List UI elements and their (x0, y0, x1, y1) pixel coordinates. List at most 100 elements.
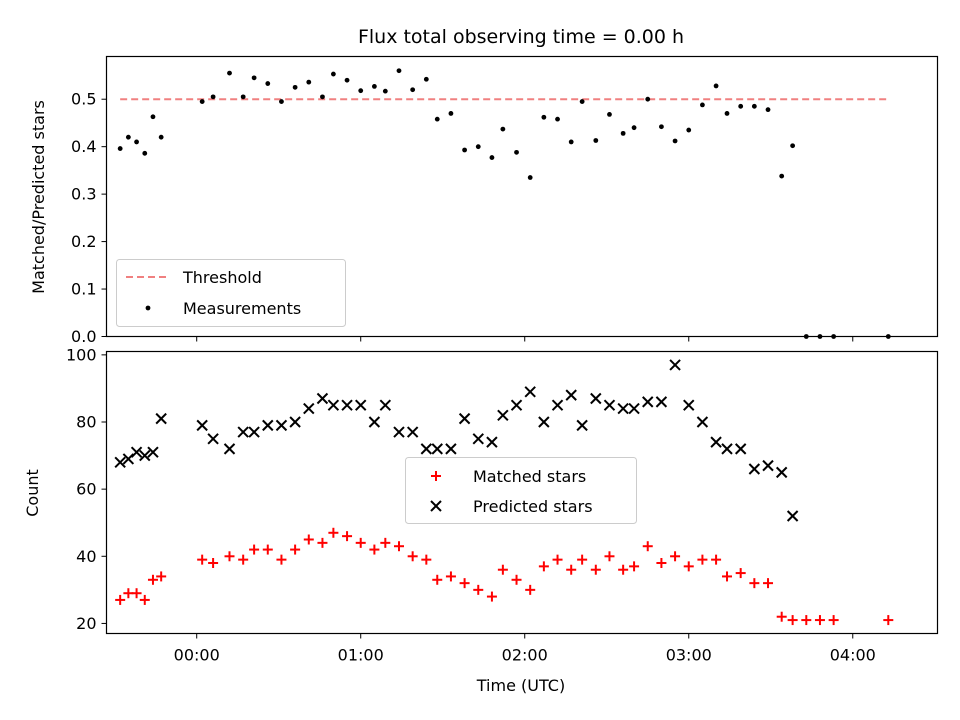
predicted-star-point (341, 399, 353, 411)
top-y-tick-label: 0.3 (71, 185, 96, 204)
predicted-star-point (368, 416, 381, 428)
matched-star-point (249, 544, 260, 555)
measurement-point (724, 111, 730, 116)
matched-legend-marker (431, 471, 441, 481)
predicted-star-point (510, 399, 523, 411)
predicted-star-point (393, 426, 405, 438)
matched-star-point (147, 574, 158, 585)
matched-star-point (317, 537, 328, 548)
legend-matched-label: Matched stars (473, 467, 586, 486)
measurement-point (568, 139, 574, 145)
matched-star-point (115, 594, 126, 605)
measurement-point (631, 125, 637, 131)
bottom-y-tick-label: 20 (76, 614, 96, 633)
bottom-x-axis: 00:00 01:00 02:00 03:00 04:00 (174, 633, 876, 665)
bottom-plot-area (114, 359, 894, 626)
predicted-star-point (207, 433, 219, 445)
matched-star-point (262, 544, 273, 555)
legend-measurements-label: Measurements (183, 299, 301, 318)
bottom-y-tick-label: 40 (76, 547, 96, 566)
predicted-star-point (406, 426, 419, 438)
measurement-point (150, 114, 156, 120)
measurement-point (210, 94, 216, 100)
measurement-point (330, 71, 336, 77)
x-axis-label: Time (UTC) (476, 676, 565, 695)
measurement-point (645, 96, 651, 102)
top-y-tick-label: 0.0 (71, 327, 96, 346)
predicted-legend-marker (430, 500, 442, 512)
top-y-tick-label: 0.5 (71, 90, 96, 109)
measurement-point (514, 149, 519, 155)
matched-star-point (156, 571, 167, 582)
chart-title: Flux total observing time = 0.00 h (358, 26, 684, 48)
measurement-point (672, 138, 678, 144)
matched-star-point (511, 574, 522, 585)
bottom-axes-frame (105, 350, 939, 635)
predicted-star-point (524, 386, 536, 398)
predicted-star-point (628, 402, 640, 415)
measurement-point (344, 77, 350, 83)
matched-star-point (328, 527, 339, 538)
legend-threshold-label: Threshold (182, 268, 262, 287)
measurement-point (134, 139, 139, 145)
predicted-star-point (576, 419, 588, 432)
predicted-star-point (237, 426, 249, 438)
top-y-tick-label: 0.1 (71, 280, 96, 299)
measurement-point (382, 88, 388, 94)
bottom-y-tick-label: 80 (76, 413, 96, 432)
measurement-point (500, 126, 506, 132)
predicted-star-point (734, 443, 747, 455)
predicted-star-point (538, 416, 550, 428)
measurement-point (765, 107, 771, 113)
matched-star-point (497, 564, 508, 575)
measurement-point (240, 94, 246, 100)
predicted-star-point (327, 399, 340, 411)
measurement-point (686, 127, 692, 133)
top-y-tick-label: 0.4 (71, 137, 96, 156)
matched-star-point (763, 578, 774, 589)
matched-star-point (552, 554, 563, 565)
predicted-star-point (655, 396, 668, 408)
measurement-point (607, 111, 612, 117)
measurement-point (227, 70, 232, 76)
matched-star-point (525, 584, 536, 595)
predicted-star-point (114, 456, 126, 468)
matched-star-point (131, 588, 142, 599)
bottom-y-axis-label: Count (23, 469, 42, 517)
measurement-point (306, 79, 312, 85)
predicted-star-point (289, 416, 301, 428)
predicted-star-point (420, 443, 433, 455)
predicted-star-point (603, 399, 616, 411)
bottom-y-tick-label: 100 (66, 345, 97, 364)
predicted-star-point (248, 426, 260, 438)
measurement-point (251, 75, 257, 81)
measurement-point (396, 68, 402, 74)
predicted-star-point (669, 359, 681, 371)
measurement-point (125, 134, 131, 140)
matched-star-point (342, 531, 353, 542)
predicted-star-point (472, 433, 484, 445)
measurement-point (410, 87, 416, 93)
bottom-legend: Matched stars Predicted stars (405, 457, 637, 524)
matched-star-point (459, 578, 470, 589)
predicted-star-point (696, 416, 709, 428)
legend-predicted-label: Predicted stars (473, 497, 593, 516)
measurement-point (199, 99, 205, 104)
top-y-axis: 0.0 0.1 0.2 0.3 0.4 0.5 (71, 90, 107, 346)
measurement-point (158, 134, 164, 140)
matched-star-point (355, 537, 366, 548)
bottom-y-axis: 20 40 60 80 100 (66, 345, 107, 633)
measurement-point (371, 83, 377, 89)
x-tick-label: 03:00 (666, 646, 712, 665)
top-plot-area (117, 68, 891, 339)
predicted-star-point (617, 402, 629, 415)
matched-star-point (618, 564, 629, 575)
measurements-legend-marker (145, 305, 151, 311)
measurement-point (751, 103, 757, 109)
matched-star-point (303, 534, 314, 545)
predicted-star-point (275, 419, 288, 432)
matched-star-point (697, 554, 708, 565)
measurement-point (462, 147, 467, 153)
matched-star-point (722, 571, 733, 582)
